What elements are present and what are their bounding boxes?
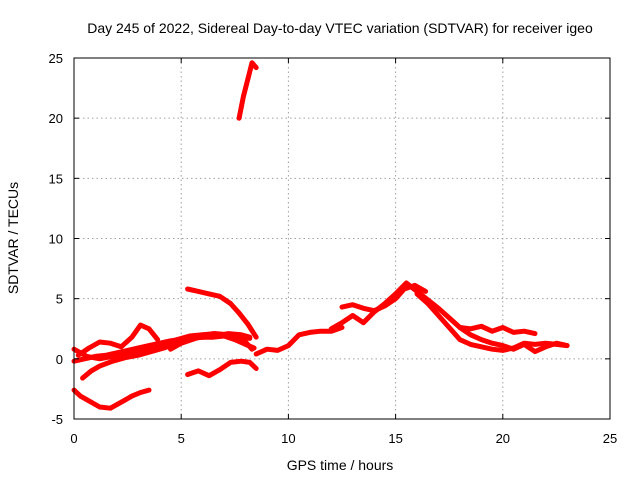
x-axis-label: GPS time / hours xyxy=(287,457,394,473)
y-axis: -5 0 5 10 15 20 25 xyxy=(49,51,610,427)
x-axis: 0 5 10 15 20 25 xyxy=(70,58,617,446)
y-tick-label: -5 xyxy=(51,412,63,427)
series-line-arc-f xyxy=(168,331,255,352)
series-line-arc-d xyxy=(75,322,161,358)
y-tick-label: 10 xyxy=(49,232,63,247)
y-tick-label: 5 xyxy=(56,292,63,307)
x-tick-label: 25 xyxy=(603,431,617,446)
series-line-arc-l xyxy=(328,280,570,355)
y-tick-label: 20 xyxy=(49,111,63,126)
x-tick-label: 20 xyxy=(496,431,510,446)
series-line-arc-n xyxy=(457,323,538,337)
series-line-arc-g xyxy=(185,286,259,340)
series-layer xyxy=(71,60,570,411)
y-tick-label: 25 xyxy=(49,51,63,66)
x-tick-label: 0 xyxy=(70,431,77,446)
y-tick-label: 15 xyxy=(49,171,63,186)
y-tick-label: 0 xyxy=(56,352,63,367)
grid xyxy=(74,58,610,419)
x-tick-label: 10 xyxy=(281,431,295,446)
series-line-arc-m xyxy=(414,291,570,353)
chart-title: Day 245 of 2022, Sidereal Day-to-day VTE… xyxy=(87,20,593,36)
y-axis-label: SDTVAR / TECUs xyxy=(5,182,21,294)
series-line-arc-i xyxy=(236,60,259,121)
series-line-arc-a xyxy=(71,387,152,411)
series-line-arc-h xyxy=(185,358,259,379)
x-tick-label: 5 xyxy=(178,431,185,446)
x-tick-label: 15 xyxy=(388,431,402,446)
series-line-arc-j xyxy=(253,325,345,357)
